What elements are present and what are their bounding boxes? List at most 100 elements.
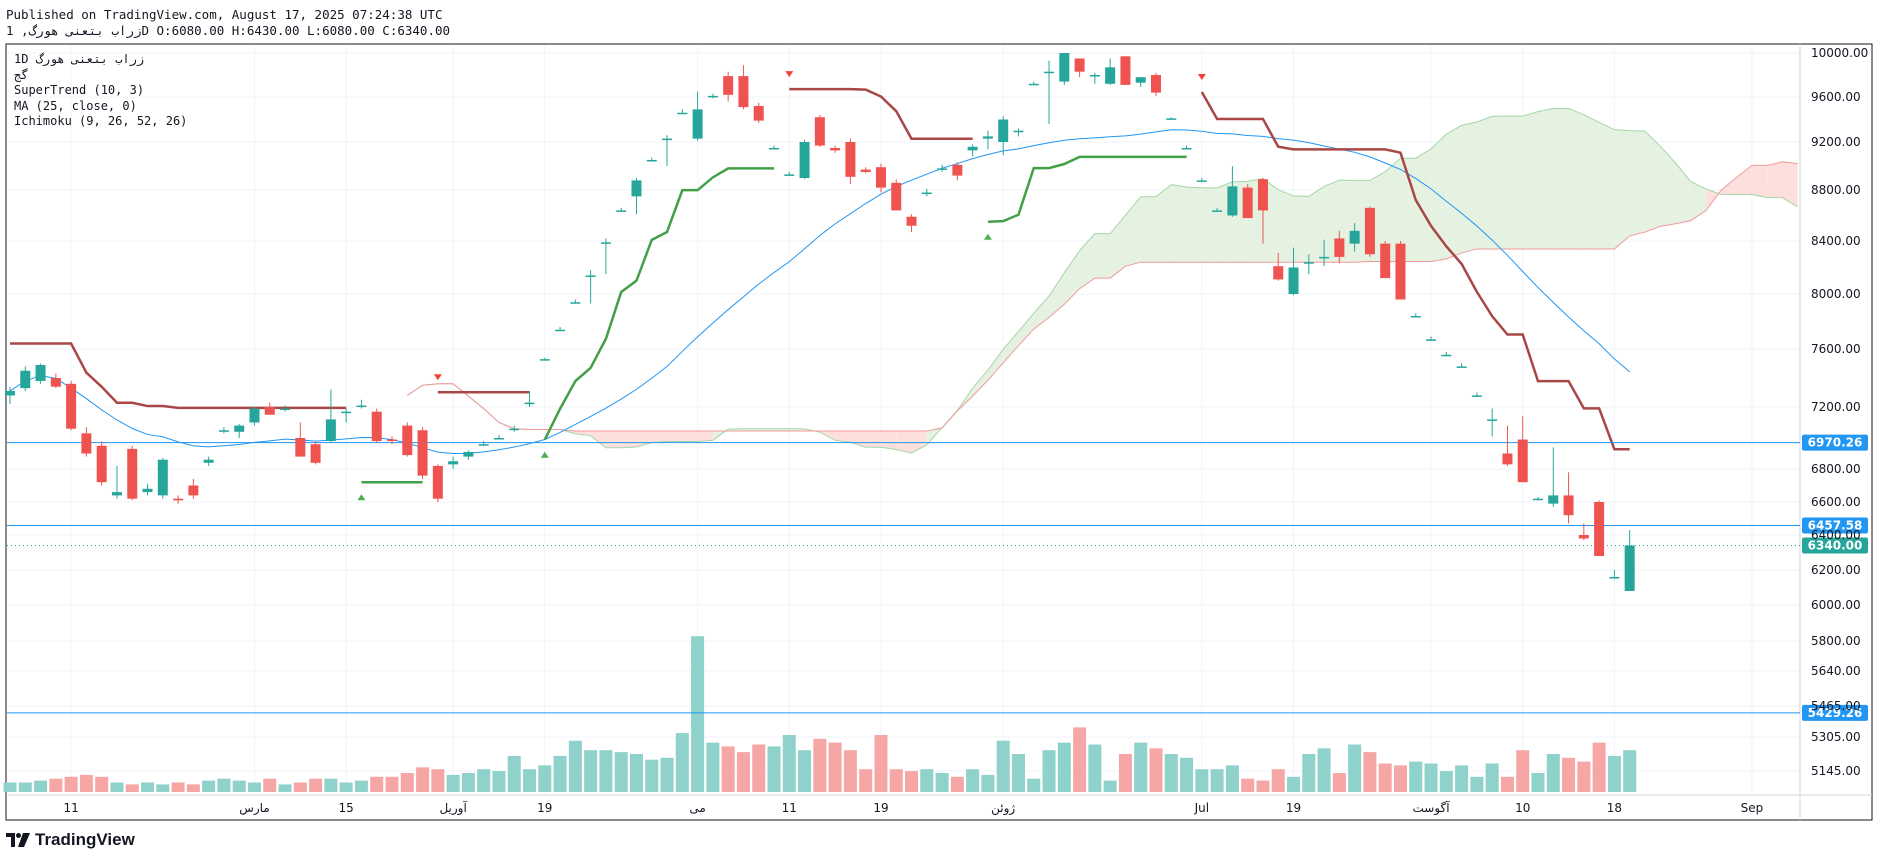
cloud-segment — [1629, 130, 1645, 236]
candle-body — [478, 444, 489, 446]
cloud-segment — [1736, 165, 1752, 195]
candle-body — [1196, 180, 1207, 182]
volume-bar — [1180, 757, 1194, 792]
candle-body — [1578, 535, 1589, 539]
x-tick-label: 18 — [1607, 801, 1622, 815]
volume-bar — [1164, 754, 1178, 792]
volume-bar — [34, 780, 48, 792]
senkou-span-a — [407, 108, 1799, 454]
candle-body — [1563, 495, 1574, 516]
volume-bar — [645, 759, 659, 792]
candle-body — [1013, 130, 1024, 133]
volume-bar — [629, 754, 643, 792]
volume-bar — [1118, 754, 1132, 792]
volume-bar — [247, 782, 261, 792]
volume-bar — [1088, 744, 1102, 792]
volume-bar — [492, 771, 506, 792]
legend-exchange: گج — [14, 67, 29, 82]
candle-body — [35, 364, 46, 381]
candle-body — [1517, 439, 1528, 483]
volume-bar — [1378, 763, 1392, 792]
tradingview-logo[interactable]: TradingView — [6, 830, 135, 850]
candle-body — [1410, 316, 1421, 318]
volume-bar — [385, 776, 399, 792]
candle-body — [1212, 210, 1223, 212]
cloud-segment — [1156, 184, 1172, 263]
candle-body — [493, 438, 504, 440]
cloud-segment — [1476, 116, 1493, 249]
candle-body — [906, 216, 917, 226]
candle-body — [111, 492, 122, 496]
cloud-segment — [1125, 196, 1141, 267]
x-tick-label: ژوئن — [991, 801, 1015, 816]
supertrend-line — [1200, 91, 1630, 451]
volume-bar — [400, 773, 414, 792]
candle-body — [707, 95, 718, 98]
candle-body — [341, 411, 352, 414]
candle-body — [1441, 354, 1452, 357]
candle-body — [524, 402, 535, 405]
supertrend-signal-icon — [983, 233, 992, 240]
candle-body — [1242, 187, 1253, 219]
candle-body — [264, 407, 275, 415]
cloud-segment — [1583, 114, 1600, 249]
legend-symbol[interactable]: 1D زراب بتعنی هورگ — [14, 52, 145, 66]
volume-bar — [966, 769, 980, 792]
volume-bar — [49, 778, 63, 792]
volume-bar — [507, 755, 521, 792]
volume-bar — [996, 740, 1010, 792]
cloud-segment — [697, 431, 713, 442]
candle-body — [417, 430, 428, 476]
candle-body — [860, 169, 871, 172]
legend-ma[interactable]: MA (25, close, 0) — [14, 98, 137, 113]
volume-bar — [370, 776, 384, 792]
volume-bar — [141, 782, 155, 792]
candle-body — [387, 439, 397, 442]
candle-body — [1089, 75, 1100, 77]
candle-body — [20, 370, 31, 389]
volume-bar — [752, 744, 766, 792]
legend-supertrend[interactable]: SuperTrend (10, 3) — [14, 83, 145, 97]
volume-bar — [874, 735, 888, 792]
volume-bar — [1607, 755, 1621, 792]
cloud-segment — [1614, 129, 1630, 249]
volume-bar — [1562, 757, 1576, 792]
volume-bar — [339, 782, 353, 792]
volume-bar — [843, 750, 857, 792]
cloud-segment — [590, 431, 606, 448]
candle-body — [875, 167, 886, 188]
candle-body — [371, 411, 382, 442]
price-line-badge — [1802, 704, 1868, 721]
volume-bar — [568, 740, 582, 792]
volume-bar — [706, 742, 720, 792]
volume-bar — [614, 752, 628, 792]
candle-body — [1624, 545, 1635, 591]
cloud-segment — [1079, 233, 1095, 289]
y-tick-label: 6800.00 — [1811, 462, 1861, 476]
volume-bar — [691, 636, 705, 792]
volume-bar — [1241, 778, 1255, 792]
senkou-span-b — [407, 161, 1798, 432]
volume-bar — [1103, 780, 1117, 792]
volume-bar — [1134, 742, 1148, 792]
volume-bar — [263, 778, 277, 792]
candle-body — [1074, 58, 1085, 72]
volume-bar — [813, 738, 827, 792]
candle-body — [555, 329, 566, 332]
cloud-segment — [667, 431, 683, 442]
price-lines: 6970.26 6457.58 5429.26 6340.00 — [7, 434, 1868, 721]
y-axis: 10000.00 9600.00 9200.00 8800.00 8400.00 8000… — [1811, 46, 1868, 778]
x-tick-label: Jul — [1194, 801, 1209, 815]
volume-bar — [1516, 750, 1530, 792]
volume-bar — [889, 769, 903, 792]
supertrend-line — [789, 87, 973, 140]
candle-body — [830, 148, 841, 151]
supertrend-line — [10, 342, 347, 410]
candle-body — [723, 76, 734, 95]
candle-body — [891, 182, 902, 211]
volume-bar — [538, 765, 552, 792]
volume-bar — [1256, 780, 1270, 792]
legend-ichimoku[interactable]: Ichimoku (9, 26, 52, 26) — [14, 114, 188, 128]
indicator-legend: 1D زراب بتعنی هورگ گج SuperTrend (10, 3)… — [14, 52, 187, 130]
